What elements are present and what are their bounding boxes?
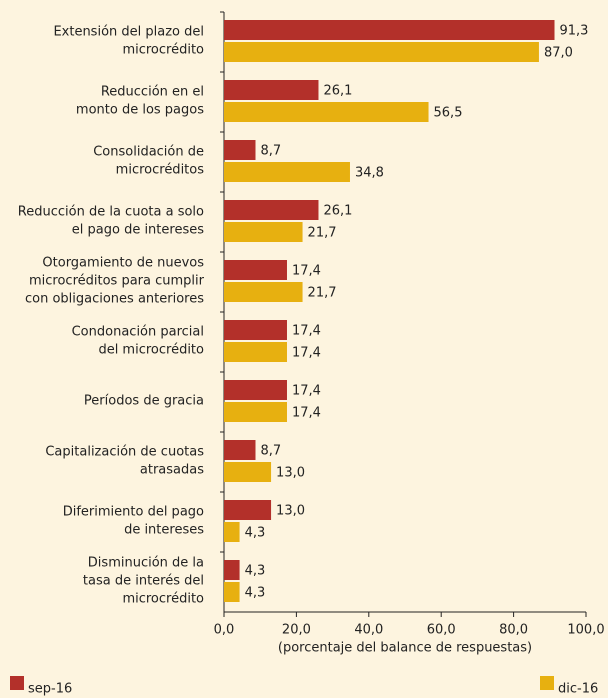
x-tick-label: 0,0 (214, 623, 235, 638)
value-label: 26,1 (323, 204, 352, 219)
category-label: con obligaciones anteriores (25, 292, 204, 307)
value-label: 56,5 (434, 106, 463, 121)
legend-swatch (10, 676, 24, 690)
category-label: Diferimiento del pago (63, 505, 204, 520)
bar (224, 140, 256, 160)
value-label: 87,0 (544, 46, 573, 61)
category-label: de intereses (124, 523, 204, 538)
category-label: Períodos de gracia (84, 394, 204, 409)
value-label: 91,3 (560, 24, 589, 39)
x-tick-label: 20,0 (282, 623, 311, 638)
bar (224, 20, 555, 40)
value-label: 4,3 (245, 526, 266, 541)
category-label: microcrédito (122, 43, 204, 58)
value-label: 8,7 (260, 444, 281, 459)
category-label: Reducción en el (101, 85, 204, 100)
value-label: 21,7 (308, 226, 337, 241)
category-label: del microcrédito (98, 343, 204, 358)
bar (224, 282, 303, 302)
category-label: Capitalización de cuotas (45, 445, 204, 460)
legend-swatch (540, 676, 554, 690)
value-label: 17,4 (292, 384, 321, 399)
bar (224, 500, 272, 520)
bar (224, 162, 350, 182)
x-tick-label: 40,0 (354, 623, 383, 638)
category-label: Reducción de la cuota a solo (18, 205, 204, 220)
category-label: Otorgamiento de nuevos (42, 256, 204, 271)
x-axis-title: (porcentaje del balance de respuestas) (278, 641, 532, 656)
category-label: microcréditos para cumplir (29, 274, 205, 289)
value-label: 13,0 (276, 504, 305, 519)
value-label: 8,7 (260, 144, 281, 159)
category-label: monto de los pagos (76, 103, 204, 118)
x-tick-label: 60,0 (427, 623, 456, 638)
bar (224, 402, 287, 422)
legend-label: sep-16 (28, 682, 72, 697)
value-label: 34,8 (355, 166, 384, 181)
bar (224, 342, 287, 362)
value-label: 4,3 (245, 586, 266, 601)
category-label: Condonación parcial (72, 325, 204, 340)
legend-label: dic-16 (558, 682, 598, 697)
category-label: Disminución de la (88, 556, 204, 571)
bar (224, 42, 539, 62)
category-label: tasa de interés del (83, 574, 204, 589)
value-label: 17,4 (292, 406, 321, 421)
value-label: 13,0 (276, 466, 305, 481)
bar (224, 522, 240, 542)
category-label: el pago de intereses (72, 223, 204, 238)
bar (224, 200, 319, 220)
category-label: Extensión del plazo del (53, 25, 204, 40)
category-label: microcrédito (122, 592, 204, 607)
value-label: 4,3 (245, 564, 266, 579)
value-label: 17,4 (292, 264, 321, 279)
category-label: atrasadas (140, 463, 204, 478)
bar (224, 582, 240, 602)
x-tick-label: 80,0 (499, 623, 528, 638)
value-label: 17,4 (292, 346, 321, 361)
bar (224, 380, 287, 400)
bar (224, 560, 240, 580)
bar (224, 440, 256, 460)
x-tick-label: 100,0 (567, 623, 604, 638)
category-label: microcréditos (116, 163, 205, 178)
bar (224, 222, 303, 242)
value-label: 26,1 (323, 84, 352, 99)
value-label: 17,4 (292, 324, 321, 339)
value-label: 21,7 (308, 286, 337, 301)
bar (224, 80, 319, 100)
bar (224, 320, 287, 340)
bar (224, 462, 272, 482)
bar (224, 260, 287, 280)
bar (224, 102, 429, 122)
category-label: Consolidación de (93, 145, 204, 160)
